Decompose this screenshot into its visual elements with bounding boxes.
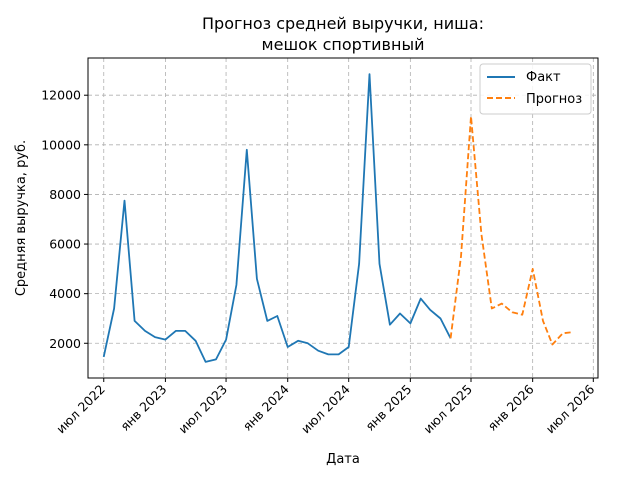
x-tick-label: янв 2023 (117, 382, 169, 434)
legend-label-fact: Факт (526, 70, 561, 85)
x-tick-label: янв 2025 (362, 382, 414, 434)
y-tick-label: 6000 (49, 237, 81, 252)
legend-label-forecast: Прогноз (526, 92, 582, 107)
y-tick-label: 4000 (49, 286, 81, 301)
chart-title-line-2: мешок спортивный (262, 35, 425, 54)
y-tick-label: 12000 (41, 88, 81, 103)
x-axis: июл 2022 янв 2023 июл 2023 янв 2024 июл 2024… (53, 378, 597, 436)
y-tick-label: 10000 (41, 137, 81, 152)
x-tick-label: июл 2025 (420, 382, 475, 437)
y-tick-label: 8000 (49, 187, 81, 202)
chart-title-line-1: Прогноз средней выручки, ниша: (202, 14, 484, 33)
series-line-fact (102, 73, 452, 363)
x-axis-label: Дата (326, 452, 360, 467)
y-tick-label: 2000 (49, 336, 81, 351)
x-tick-label: июл 2026 (543, 381, 598, 436)
x-tick-label: июл 2022 (53, 382, 108, 437)
series-layer (102, 73, 574, 363)
y-axis-label: Средняя выручка, руб. (14, 140, 29, 296)
grid-lines (88, 58, 598, 378)
x-tick-label: янв 2026 (485, 381, 537, 433)
x-tick-label: июл 2023 (175, 382, 230, 437)
y-axis: 2000 4000 6000 8000 10000 12000 (41, 88, 88, 351)
plot-frame (87, 57, 599, 379)
x-tick-label: июл 2024 (298, 381, 353, 436)
series-line-forecast (449, 115, 574, 346)
x-tick-label: янв 2024 (240, 381, 292, 433)
legend: Факт Прогноз (479, 63, 592, 115)
